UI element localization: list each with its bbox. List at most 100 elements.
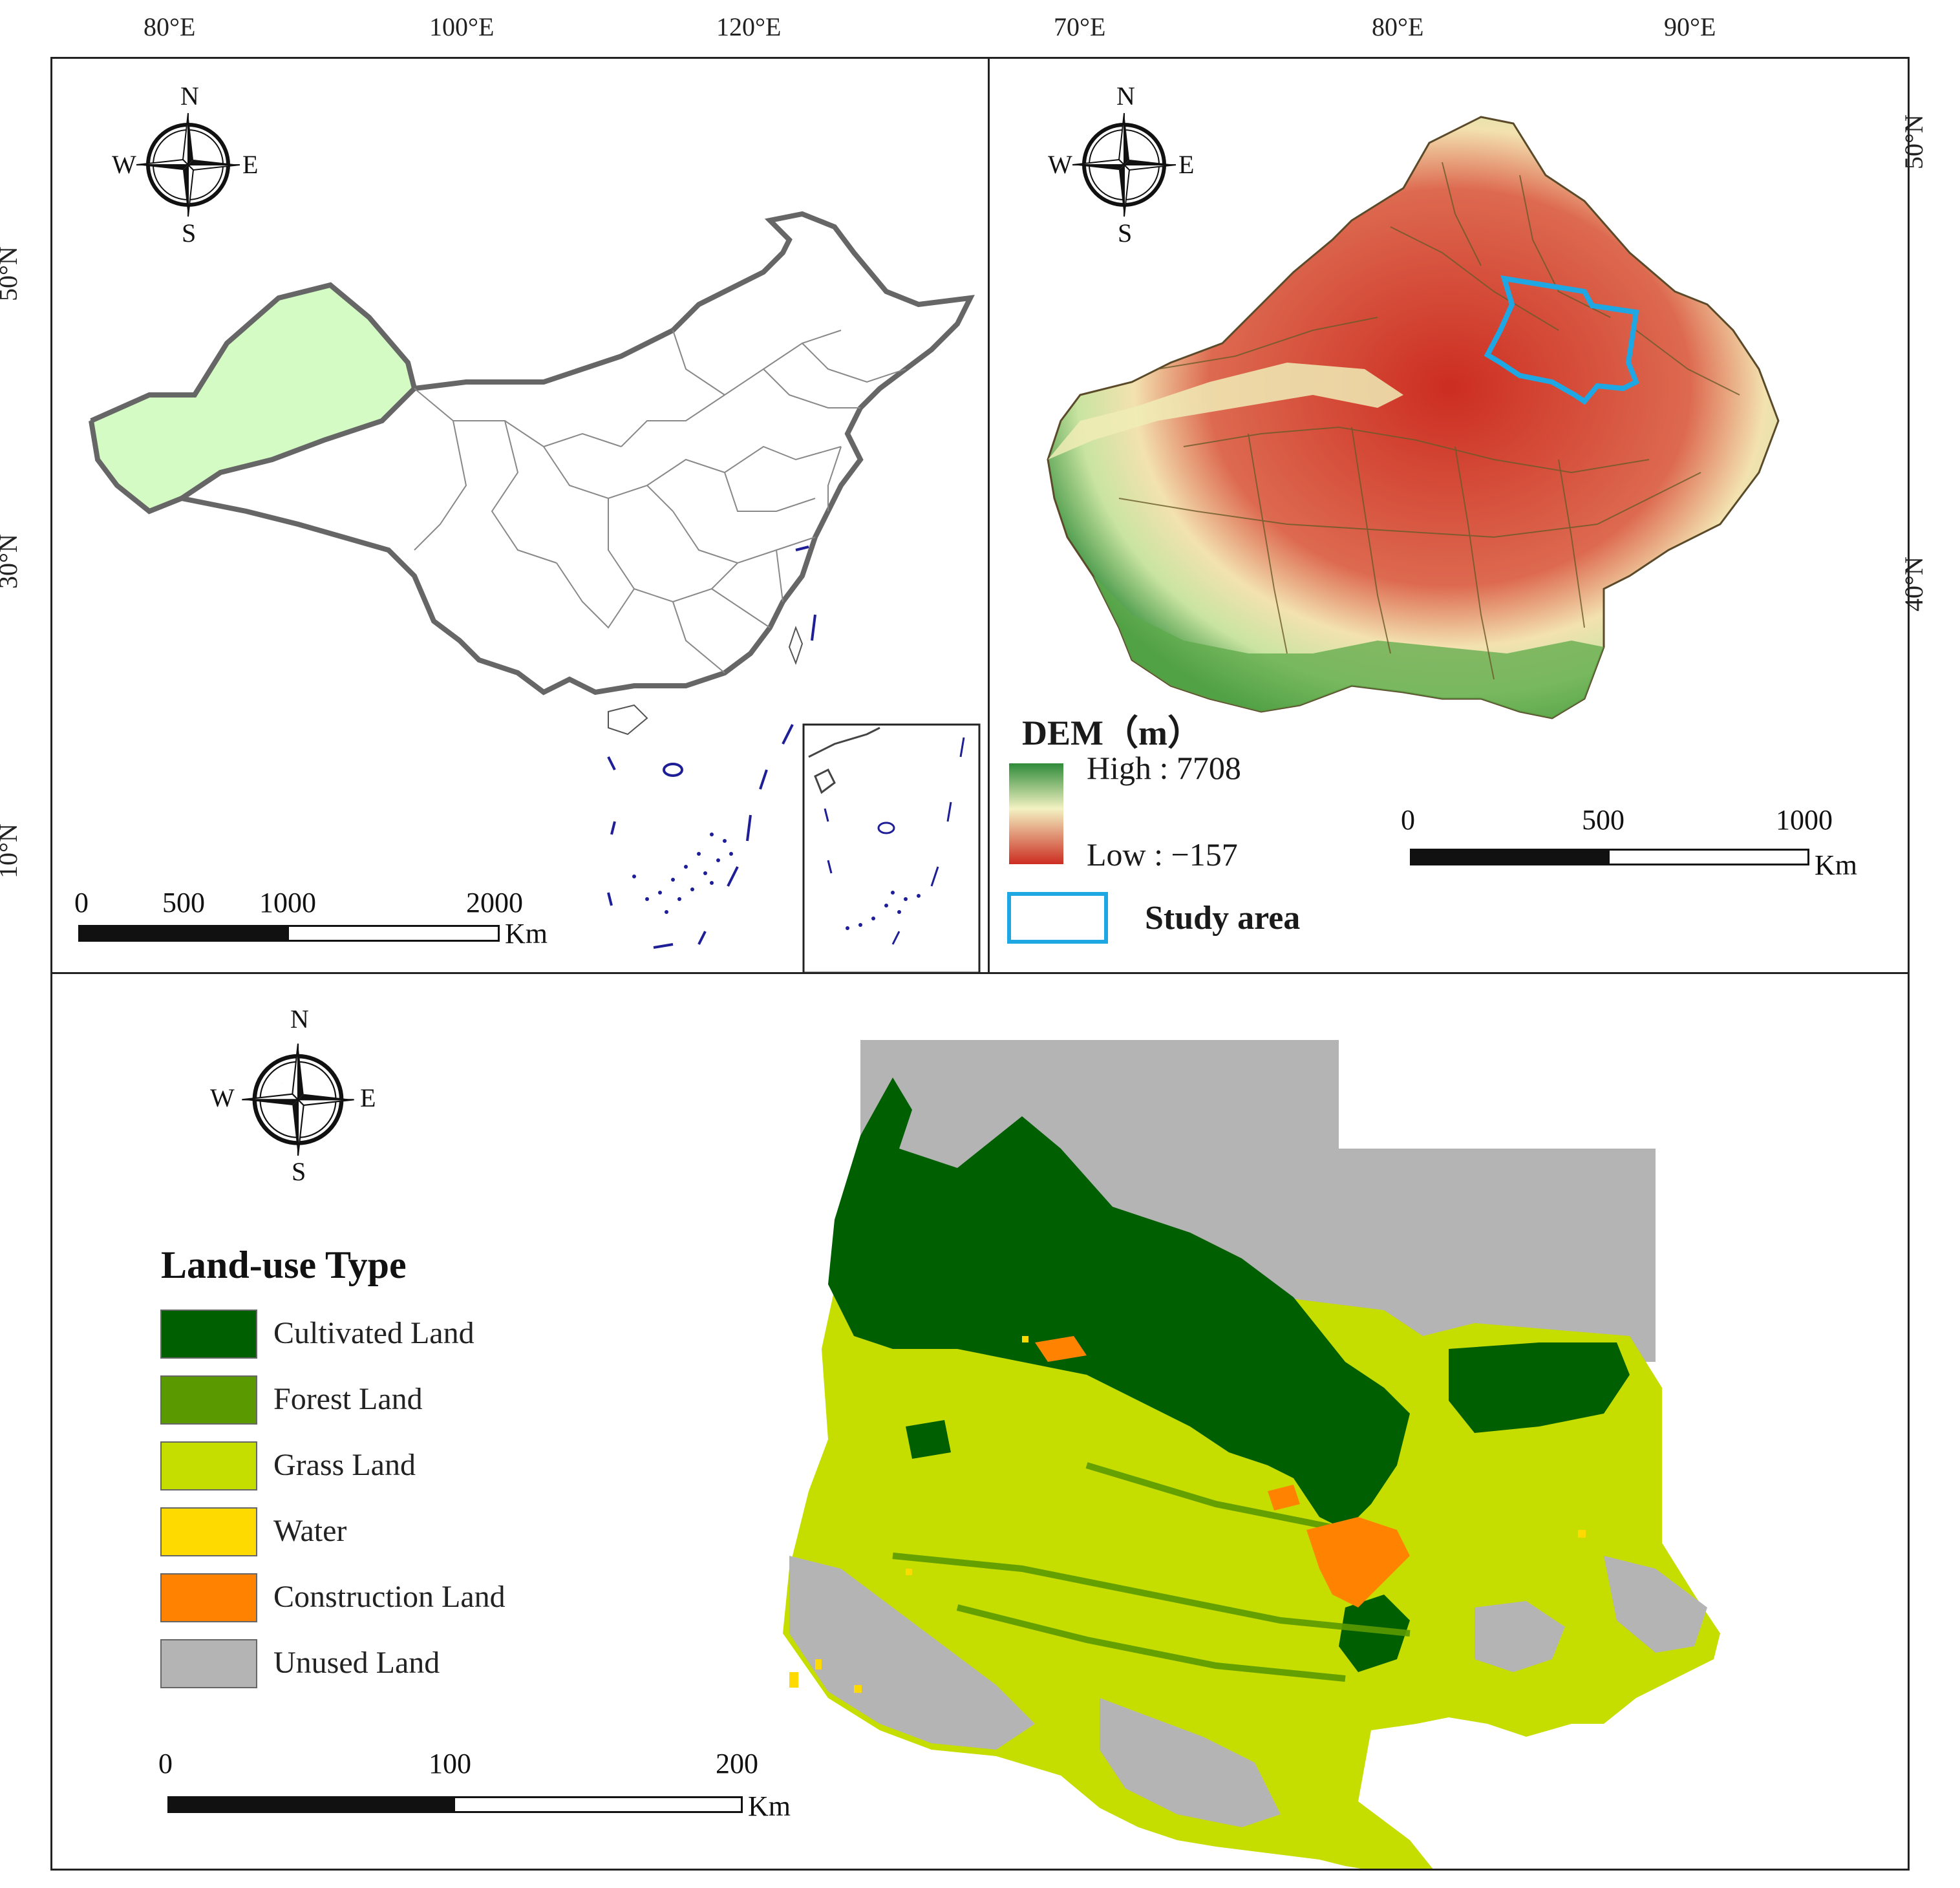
tick-40N: 40°N — [1899, 557, 1928, 611]
scale-label-1000: 1000 — [1776, 804, 1833, 836]
landuse-unused-southwest — [789, 1556, 1035, 1750]
xinjiang-border-thick — [89, 282, 417, 514]
tick-80E: 80°E — [144, 12, 196, 41]
compass-w: W — [112, 150, 136, 179]
hainan-island — [608, 704, 648, 736]
province-boundaries — [414, 330, 906, 674]
taiwan-island — [788, 626, 804, 665]
kunlun-band — [1093, 576, 1604, 718]
county-boundaries — [1118, 162, 1740, 680]
inset-islands — [846, 891, 921, 930]
scale-label-1000: 1000 — [259, 887, 316, 918]
scale-unit: Km — [748, 1790, 791, 1822]
scale-label-200: 200 — [716, 1748, 758, 1779]
legend-swatch-forest — [160, 1375, 257, 1425]
landuse-legend-title: Land-use Type — [161, 1244, 407, 1286]
inset-content — [808, 727, 965, 945]
dem-map-svg — [1007, 116, 1780, 944]
tick-10N: 10°N — [0, 823, 23, 878]
legend-label-cultivated: Cultivated Land — [273, 1316, 474, 1350]
landuse-unused-north — [860, 1040, 1656, 1388]
legend-swatch-grass — [160, 1441, 257, 1490]
compass-n: N — [180, 81, 199, 111]
compass-rose-icon — [1072, 112, 1177, 217]
landuse-unused-se — [1604, 1556, 1707, 1653]
landuse-cultivated — [828, 1077, 1410, 1530]
legend-swatch-construction — [160, 1573, 257, 1622]
study-area-legend-label: Study area — [1145, 900, 1301, 937]
compass-n: N — [290, 1004, 309, 1034]
legend-swatch-cultivated — [160, 1310, 257, 1359]
scale-unit: Km — [505, 918, 548, 949]
scale-bar-fill — [1412, 851, 1610, 864]
compass-e: E — [1178, 150, 1195, 179]
dem-legend-title: DEM（m） — [1022, 714, 1202, 752]
scale-bar — [1410, 849, 1809, 865]
landuse-construction-west — [1035, 1336, 1087, 1362]
scale-bar-fill — [80, 927, 289, 940]
legend-label-forest: Forest Land — [273, 1382, 423, 1416]
dem-legend-low: Low : −157 — [1087, 836, 1238, 873]
tick-50N-b: 50°N — [1899, 114, 1928, 169]
scale-label-0: 0 — [158, 1748, 173, 1779]
landuse-forest — [892, 1462, 1411, 1682]
tianshan-band — [1048, 363, 1403, 460]
compass-s: S — [292, 1157, 306, 1186]
scale-label-500: 500 — [1582, 804, 1624, 836]
landuse-construction-mid — [1268, 1485, 1300, 1511]
scale-label-2000: 2000 — [466, 887, 523, 918]
legend-label-unused: Unused Land — [273, 1646, 440, 1680]
compass-rose-c: N S W E — [210, 1004, 382, 1186]
compass-e: E — [242, 150, 259, 179]
compass-rose-icon — [136, 112, 240, 217]
dem-legend-high: High : 7708 — [1087, 750, 1241, 786]
tick-30N: 30°N — [0, 534, 23, 589]
china-map-svg — [89, 211, 981, 974]
compass-rose-b: N S W E — [1047, 81, 1202, 248]
scale-label-500: 500 — [162, 887, 205, 918]
south-china-sea-lines — [607, 546, 816, 949]
landuse-cultivated-south — [1339, 1595, 1410, 1672]
tick-50N: 50°N — [0, 246, 23, 301]
compass-s: S — [1118, 218, 1133, 248]
scale-unit: Km — [1815, 849, 1857, 881]
tick-120E: 120°E — [716, 12, 782, 41]
dem-legend-gradient — [1009, 763, 1063, 864]
compass-rose-a: N S W E — [111, 81, 266, 248]
compass-n: N — [1116, 81, 1135, 111]
scale-bar-fill — [169, 1798, 455, 1811]
spratly-islands — [632, 833, 733, 914]
landuse-map-panel: N S W E Land-use Type Cultivated Land Fo… — [50, 972, 1910, 1871]
scale-bar — [78, 925, 500, 942]
landuse-unused-east — [1475, 1601, 1565, 1672]
legend-swatch-unused — [160, 1639, 257, 1688]
landuse-cultivated-patch — [906, 1420, 951, 1459]
compass-s: S — [182, 218, 197, 248]
landuse-unused-south — [1100, 1698, 1281, 1827]
scale-label-0: 0 — [1401, 804, 1415, 836]
study-area-legend-swatch — [1007, 892, 1108, 944]
study-area-outline — [1484, 275, 1640, 405]
tick-90E: 90°E — [1664, 12, 1716, 41]
legend-swatch-water — [160, 1507, 257, 1556]
inset-box — [802, 723, 981, 974]
compass-w: W — [1048, 150, 1072, 179]
china-map-panel: N S W E 0 500 1000 2000 Km — [50, 57, 992, 976]
compass-w: W — [210, 1083, 235, 1112]
landuse-cultivated-east — [1449, 1342, 1630, 1433]
tick-100E: 100°E — [429, 12, 495, 41]
landuse-map-svg — [160, 1040, 1720, 1869]
compass-rose-icon — [242, 1043, 354, 1156]
legend-label-construction: Construction Land — [273, 1580, 506, 1614]
xinjiang-dem — [1047, 116, 1780, 719]
dem-map-panel: N S W E DEM（m） High : 7708 Low : −157 St… — [988, 57, 1910, 976]
scale-label-0: 0 — [74, 887, 89, 918]
scale-label-100: 100 — [429, 1748, 471, 1779]
tick-80E-b: 80°E — [1372, 12, 1424, 41]
china-outline — [175, 211, 975, 695]
landuse-construction — [1306, 1517, 1410, 1607]
landuse-water — [789, 1336, 1586, 1693]
scale-bar — [167, 1796, 743, 1813]
tick-70E: 70°E — [1054, 12, 1106, 41]
legend-label-grass: Grass Land — [273, 1448, 416, 1482]
